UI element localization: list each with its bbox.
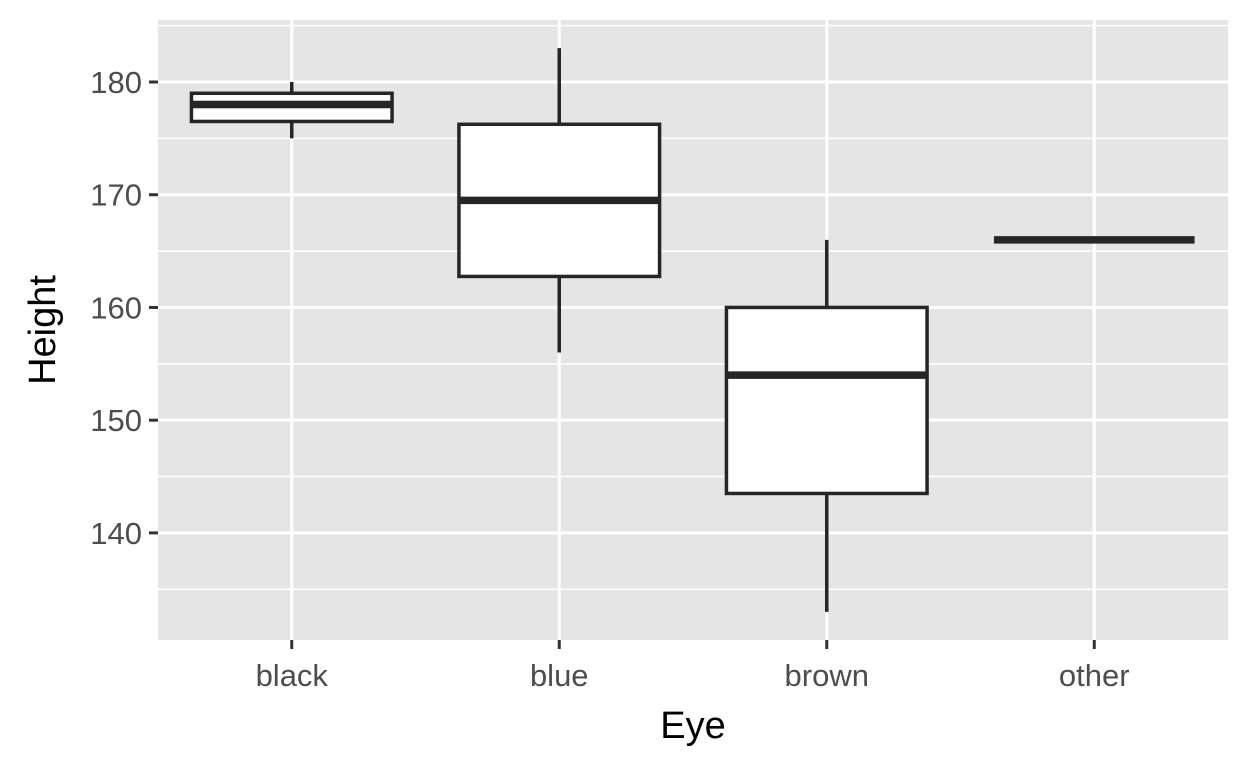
x-axis-title: Eye [660, 705, 725, 747]
plot-panel [158, 20, 1228, 640]
y-tick-label: 160 [90, 290, 142, 325]
x-axis: black blue brown other [256, 640, 1130, 693]
box-series [189, 48, 1195, 612]
y-tick-label: 140 [90, 516, 142, 551]
x-tick-label: brown [785, 658, 869, 693]
box-brown [724, 239, 929, 612]
y-tick-label: 150 [90, 403, 142, 438]
iqr-box [724, 305, 929, 496]
y-axis-title: Height [22, 275, 64, 385]
x-tick-label: black [256, 658, 329, 693]
y-tick-label: 170 [90, 178, 142, 213]
y-axis: 140 150 160 170 180 [90, 65, 158, 551]
box-black [189, 82, 394, 139]
x-tick-label: other [1059, 658, 1130, 693]
x-tick-label: blue [530, 658, 589, 693]
box-blue [457, 48, 662, 353]
y-tick-label: 180 [90, 65, 142, 100]
